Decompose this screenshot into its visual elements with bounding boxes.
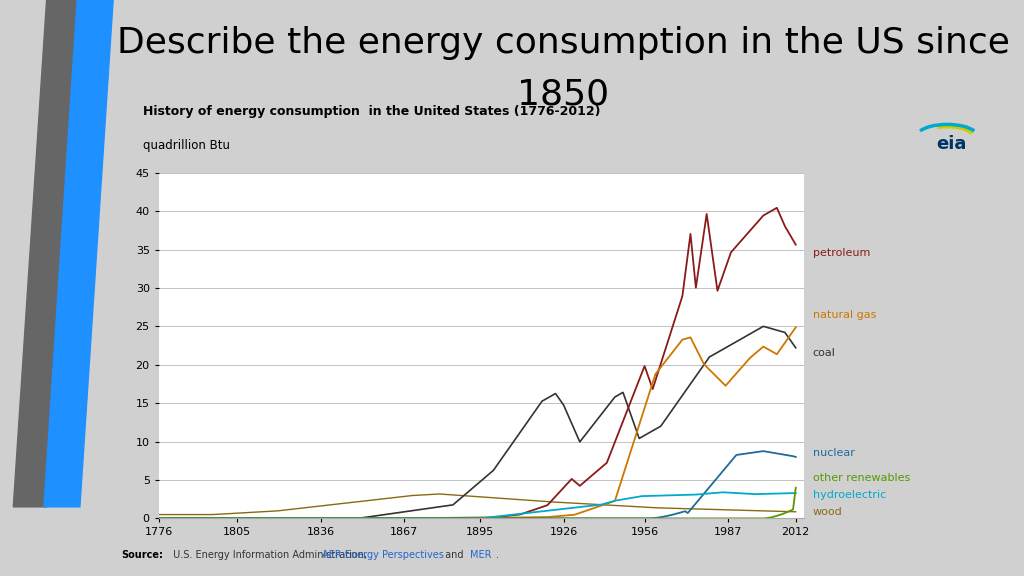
Polygon shape	[44, 0, 113, 507]
Text: wood: wood	[813, 507, 843, 517]
Text: nuclear: nuclear	[813, 448, 855, 458]
Text: Describe the energy consumption in the US since: Describe the energy consumption in the U…	[117, 26, 1010, 60]
Text: eia: eia	[937, 135, 967, 153]
Text: quadrillion Btu: quadrillion Btu	[142, 139, 229, 152]
Text: other renewables: other renewables	[813, 473, 910, 483]
Text: Source:: Source:	[121, 550, 163, 560]
Text: AER Energy Perspectives: AER Energy Perspectives	[322, 550, 443, 560]
Text: petroleum: petroleum	[813, 248, 870, 259]
Text: coal: coal	[813, 348, 836, 358]
Text: MER: MER	[470, 550, 492, 560]
Text: 1850: 1850	[517, 78, 609, 112]
Text: natural gas: natural gas	[813, 310, 877, 320]
Text: and: and	[442, 550, 467, 560]
Text: U.S. Energy Information Administration,: U.S. Energy Information Administration,	[170, 550, 371, 560]
Text: hydroelectric: hydroelectric	[813, 490, 886, 501]
Text: History of energy consumption  in the United States (1776-2012): History of energy consumption in the Uni…	[142, 104, 600, 118]
Polygon shape	[13, 0, 80, 507]
Text: .: .	[496, 550, 499, 560]
